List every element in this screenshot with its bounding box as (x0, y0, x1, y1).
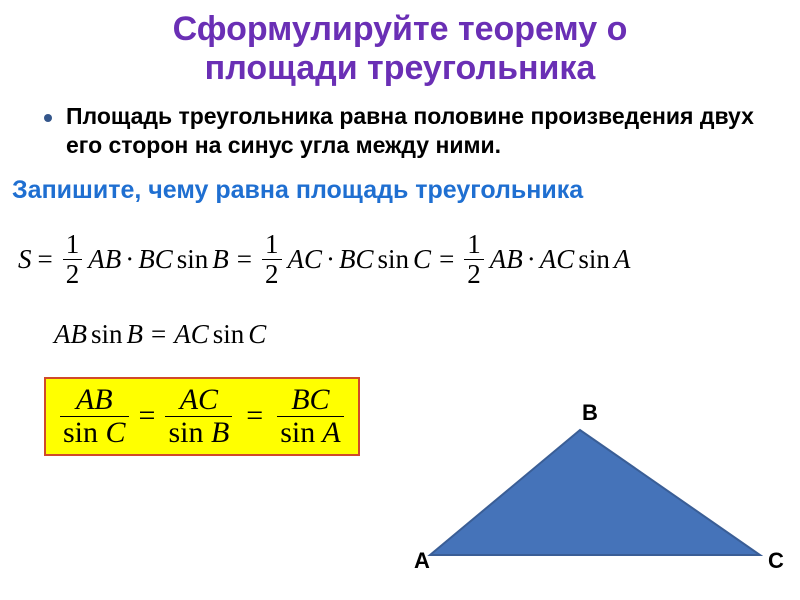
vertex-label-b: B (582, 400, 598, 426)
eq1: = (38, 244, 53, 275)
subtitle: Запишите, чему равна площадь треугольник… (0, 166, 800, 209)
sine-law-box: AB sin C = AC sin B = BC sin A (44, 377, 360, 456)
half-1: 1 2 (63, 231, 83, 288)
content-area: S = 1 2 AB · BC sin B = 1 2 AC · BC sin … (0, 209, 800, 549)
theorem-statement: Площадь треугольника равна половине прои… (0, 88, 800, 166)
eq3: = (439, 244, 454, 275)
vertex-label-c: C (768, 548, 784, 574)
slide-title: Сформулируйте теорему о площади треуголь… (0, 0, 800, 88)
frac-2: AC sin B (165, 385, 232, 448)
eq2: = (237, 244, 252, 275)
title-line-1: Сформулируйте теорему о (0, 10, 800, 49)
frac-1: AB sin C (60, 385, 129, 448)
frac-3: BC sin A (277, 385, 343, 448)
half-3: 1 2 (464, 231, 484, 288)
derived-formula: AB sin B = AC sin C (52, 319, 268, 350)
sine-law-formula: AB sin C = AC sin B = BC sin A (56, 385, 348, 448)
bullet-text: Площадь треугольника равна половине прои… (66, 102, 764, 160)
sym-S: S (18, 244, 32, 275)
half-2: 1 2 (262, 231, 282, 288)
bullet-icon (44, 114, 52, 122)
title-line-2: площади треугольника (0, 49, 800, 88)
vertex-label-a: A (414, 548, 430, 574)
area-formula: S = 1 2 AB · BC sin B = 1 2 AC · BC sin … (18, 231, 632, 288)
